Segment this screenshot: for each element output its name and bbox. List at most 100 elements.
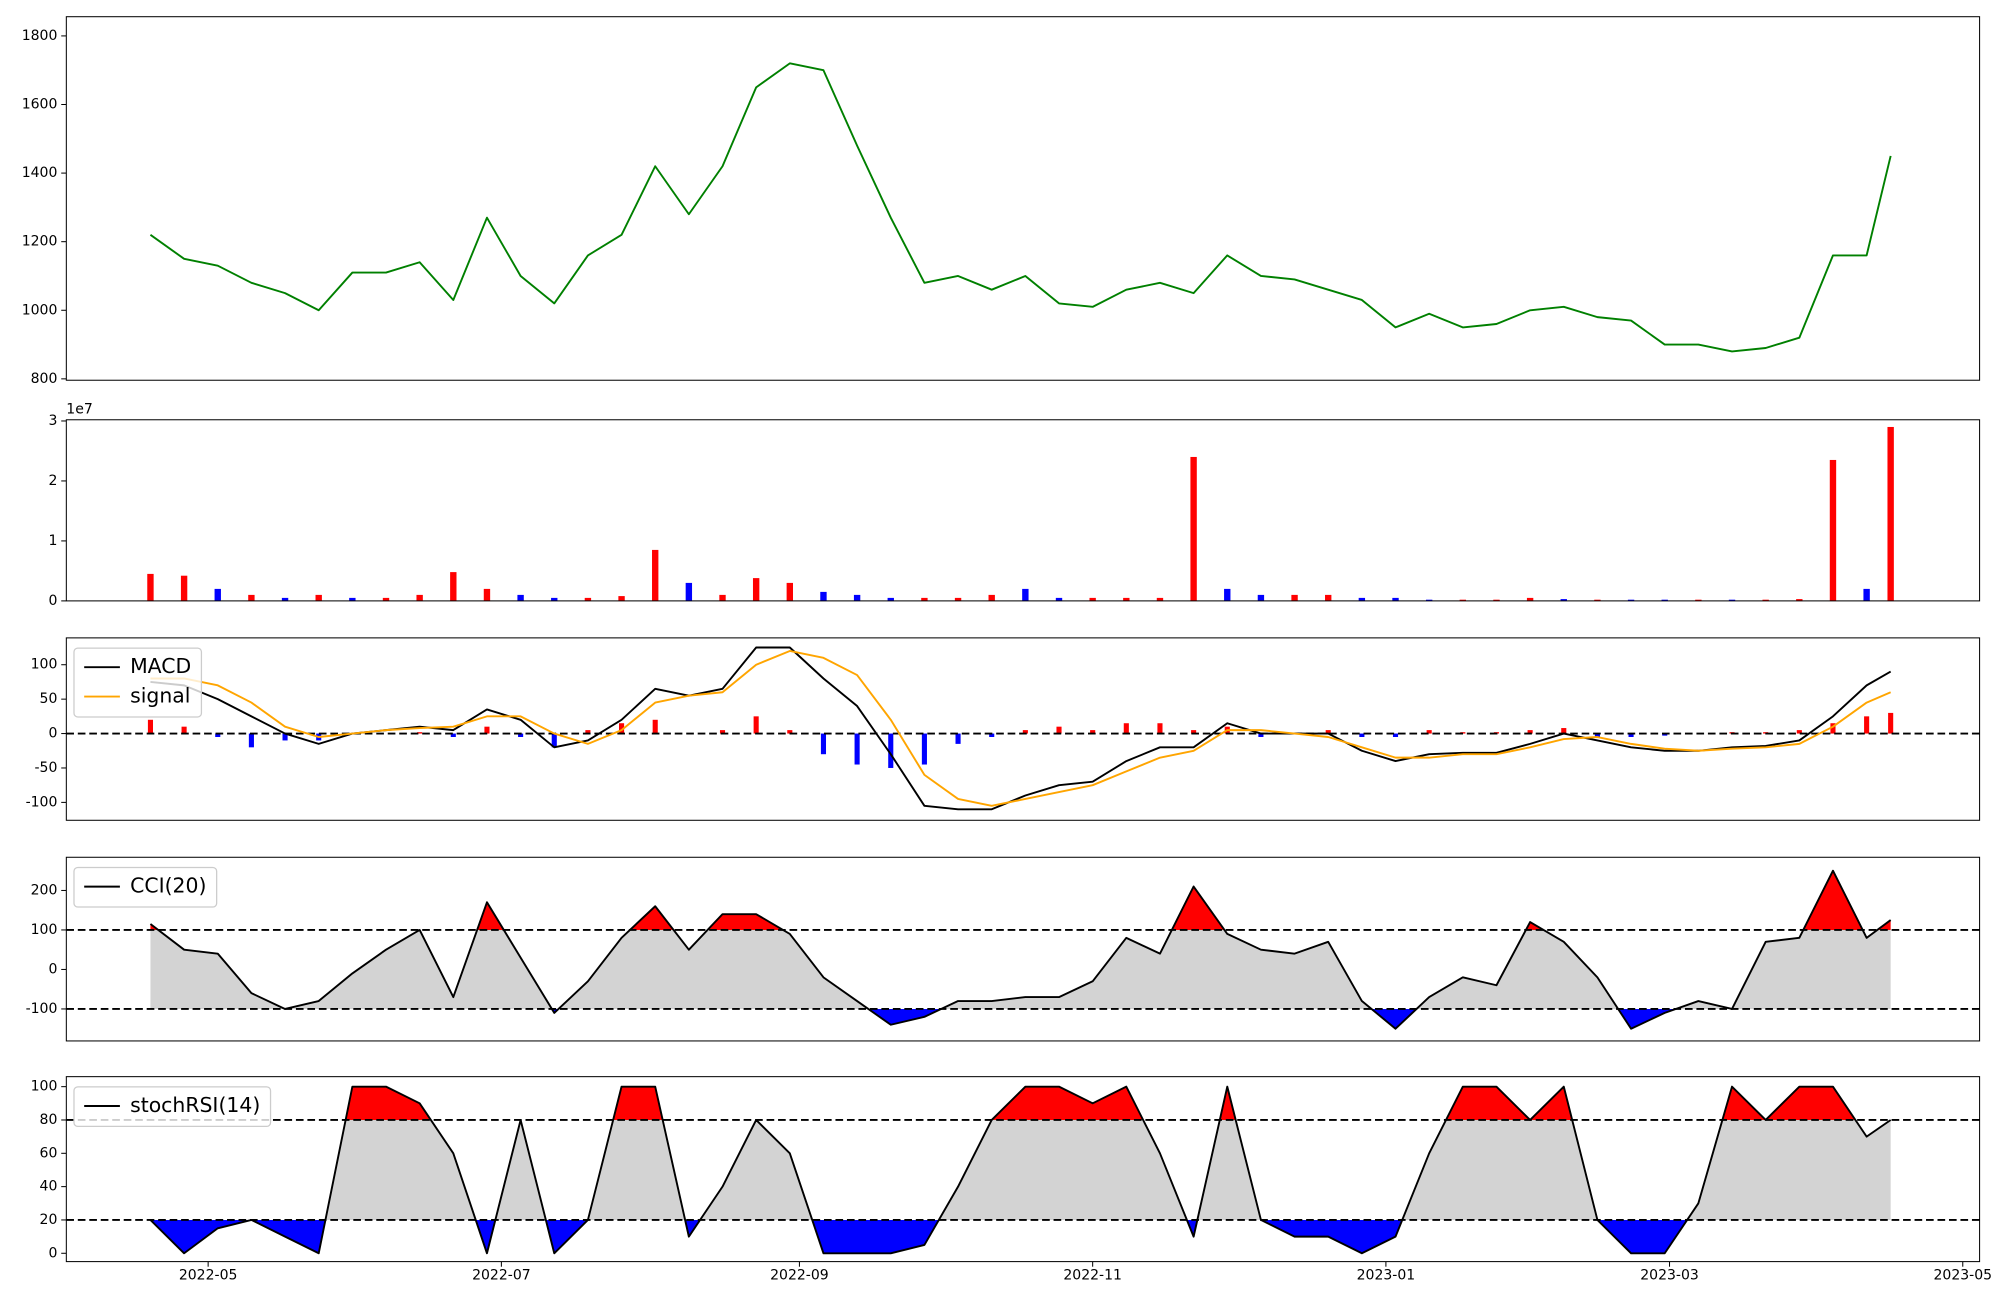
volume-bar bbox=[1156, 597, 1164, 601]
volume-bar bbox=[1055, 597, 1063, 601]
volume-bar bbox=[1560, 599, 1567, 601]
volume-bar bbox=[719, 594, 726, 601]
histogram-bar bbox=[1191, 730, 1197, 734]
volume-bar bbox=[1022, 588, 1029, 601]
y-tick-label: 800 bbox=[31, 371, 58, 387]
offset-label: 1e7 bbox=[66, 402, 92, 418]
histogram-bar bbox=[1157, 723, 1163, 734]
y-tick-label: 0 bbox=[48, 1245, 57, 1261]
histogram-bar bbox=[248, 733, 254, 748]
volume-bar bbox=[248, 594, 255, 601]
y-tick-label: 1 bbox=[48, 533, 57, 549]
y-tick-label: 1800 bbox=[22, 28, 58, 44]
histogram-bar bbox=[1359, 733, 1365, 737]
volume-bar bbox=[1887, 426, 1894, 601]
y-tick-label: 0 bbox=[48, 726, 57, 742]
histogram-bar bbox=[1527, 730, 1533, 734]
volume-bar bbox=[180, 575, 188, 601]
histogram-bar bbox=[1830, 723, 1836, 734]
series-line bbox=[150, 646, 1892, 811]
y-tick-label: 200 bbox=[31, 882, 58, 898]
volume-bar bbox=[1863, 588, 1870, 601]
y-tick-label: 0 bbox=[48, 593, 57, 609]
histogram-bar bbox=[921, 733, 927, 765]
y-tick-label: 80 bbox=[40, 1112, 58, 1128]
legend-text: signal bbox=[130, 684, 190, 708]
volume-bar bbox=[652, 549, 659, 601]
y-tick-label: 1400 bbox=[22, 165, 58, 181]
lower-fill bbox=[150, 1219, 1688, 1254]
histogram-bar bbox=[1392, 733, 1399, 737]
y-tick-label: 3 bbox=[48, 413, 57, 429]
y-tick-label: 50 bbox=[40, 691, 58, 707]
volume-bar bbox=[1425, 599, 1433, 601]
histogram-bar bbox=[1426, 730, 1432, 734]
histogram-bar bbox=[820, 733, 827, 755]
y-tick-label: 60 bbox=[40, 1145, 58, 1161]
histogram-bar bbox=[551, 733, 557, 748]
volume-bar bbox=[1089, 597, 1096, 601]
histogram-bar bbox=[1258, 733, 1264, 737]
histogram-bar bbox=[1056, 726, 1062, 734]
histogram-bar bbox=[1662, 733, 1668, 736]
volume-bar bbox=[281, 597, 289, 601]
histogram-bar bbox=[417, 732, 423, 734]
x-tick-label: 2022-07 bbox=[472, 1268, 531, 1284]
volume-bar bbox=[214, 588, 221, 601]
volume-bar bbox=[517, 594, 524, 601]
volume-bar bbox=[382, 597, 390, 601]
volume-bar bbox=[1829, 459, 1837, 601]
histogram-bar bbox=[1864, 716, 1870, 734]
plot-area bbox=[147, 426, 1894, 601]
histogram-bar bbox=[484, 726, 490, 734]
volume-bar bbox=[584, 597, 592, 601]
volume-bar bbox=[1594, 599, 1601, 601]
volume-bar bbox=[1695, 599, 1702, 601]
histogram-bar bbox=[181, 726, 187, 734]
y-tick-label: -50 bbox=[34, 760, 57, 776]
plot-area bbox=[66, 1085, 1980, 1255]
series-line bbox=[149, 1085, 1892, 1255]
volume-bar bbox=[315, 594, 322, 601]
y-tick-label: 1600 bbox=[22, 97, 58, 113]
volume-bar bbox=[1392, 597, 1399, 601]
volume-bar bbox=[1224, 588, 1231, 601]
volume-bar bbox=[752, 578, 760, 601]
volume-bar bbox=[1627, 599, 1635, 601]
y-tick-label: 100 bbox=[31, 657, 58, 673]
plot-frame bbox=[65, 16, 1981, 381]
histogram-bar bbox=[989, 733, 995, 737]
y-tick-label: 1000 bbox=[22, 302, 58, 318]
volume-bar bbox=[618, 596, 625, 601]
legend-text: stochRSI(14) bbox=[130, 1093, 260, 1117]
histogram-bar bbox=[1628, 733, 1634, 737]
histogram-bar bbox=[619, 723, 625, 734]
x-tick-label: 2023-05 bbox=[1933, 1268, 1992, 1284]
volume-bar bbox=[1796, 599, 1803, 601]
histogram-bar bbox=[1561, 728, 1567, 734]
volume-bar bbox=[1526, 597, 1534, 601]
plot-area bbox=[66, 646, 1980, 811]
volume-bar bbox=[1190, 456, 1197, 601]
volume-bar bbox=[1123, 597, 1130, 601]
volume-bar bbox=[1493, 599, 1500, 601]
series-line bbox=[149, 869, 1892, 1030]
series-line bbox=[149, 62, 1892, 353]
volume-bar bbox=[887, 597, 894, 601]
y-tick-label: 100 bbox=[31, 1079, 58, 1095]
histogram-bar bbox=[719, 730, 726, 734]
volume-bar bbox=[551, 597, 558, 601]
histogram-bar bbox=[1022, 730, 1028, 734]
volume-bar bbox=[1762, 599, 1769, 601]
plot-frame bbox=[65, 1076, 1981, 1263]
histogram-bar bbox=[888, 733, 894, 768]
volume-bar bbox=[1325, 594, 1332, 601]
plot-frame bbox=[65, 637, 1981, 821]
volume-bar bbox=[786, 582, 793, 601]
histogram-bar bbox=[753, 716, 759, 734]
volume-bar bbox=[685, 582, 693, 601]
volume-bar bbox=[1728, 599, 1736, 601]
x-tick-label: 2022-09 bbox=[770, 1268, 829, 1284]
volume-bar bbox=[483, 588, 491, 601]
histogram-bar bbox=[854, 733, 860, 765]
